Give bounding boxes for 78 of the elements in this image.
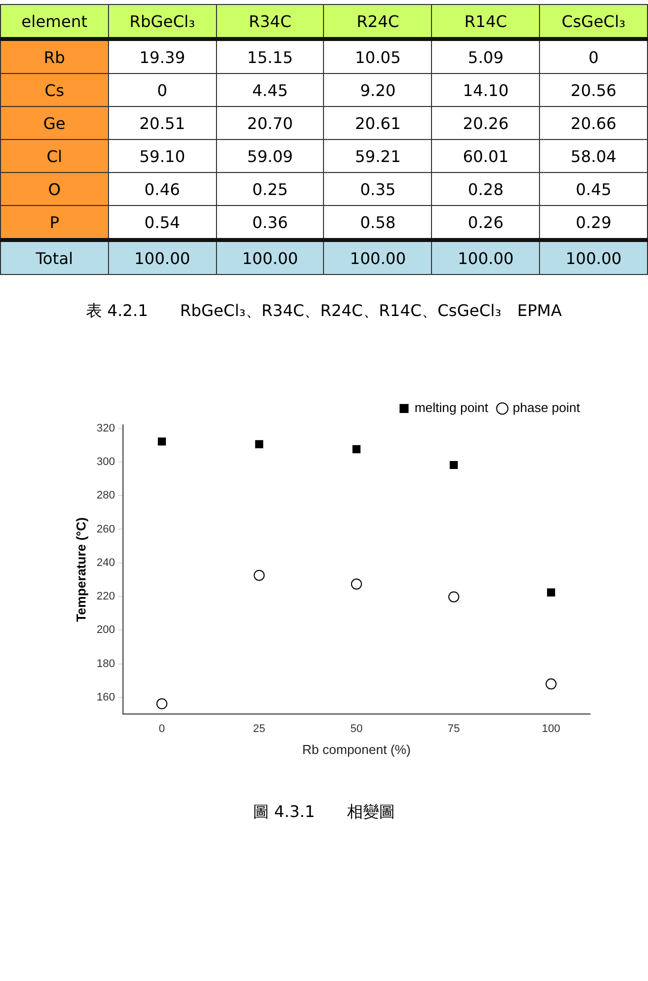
- data-label: 0.54: [108, 206, 216, 240]
- point: [156, 698, 168, 710]
- y-tick-label: 220: [96, 590, 115, 603]
- data-label: 20.51: [108, 106, 216, 140]
- point: [352, 445, 361, 454]
- y-tick-label: O: [0, 172, 108, 206]
- data-label: 0.45: [540, 172, 648, 206]
- point: [448, 591, 460, 602]
- y-axis-title: Temperature (°C): [73, 517, 88, 622]
- x-tick-label: RbGeCl₃: [108, 4, 216, 39]
- data-label: 20.66: [540, 106, 648, 140]
- x-tick-label: R24C: [324, 4, 432, 39]
- x-tick-label: 0: [158, 722, 165, 735]
- data-label: 10.05: [324, 39, 432, 74]
- data-label: 100.00: [432, 240, 540, 274]
- legend-label: melting point: [414, 400, 489, 416]
- data-label: 0: [540, 39, 648, 74]
- y-tick-label: Rb: [0, 39, 108, 74]
- y-tick-label: Ge: [0, 106, 108, 140]
- data-label: 0.58: [324, 206, 432, 240]
- y-tick-label: 180: [96, 658, 115, 670]
- data-label: 100.00: [324, 240, 432, 274]
- x-tick-label: R34C: [216, 4, 324, 39]
- point: [255, 440, 264, 448]
- data-label: 20.56: [540, 74, 648, 106]
- x-tick-label: CsGeCl₃: [540, 4, 648, 39]
- y-tick-label: 240: [96, 556, 115, 569]
- y-tick-label: 260: [96, 523, 115, 536]
- x-tick-label: 25: [253, 722, 266, 735]
- data-label: 4.45: [216, 74, 324, 106]
- x-tick-label: 100: [542, 722, 560, 735]
- legend-label: phase point: [512, 400, 580, 416]
- x-axis-title: Rb component (%): [302, 742, 411, 757]
- point: [546, 678, 557, 690]
- y-tick-label: Cl: [0, 140, 108, 172]
- x-tick-label: R14C: [432, 4, 540, 39]
- caption: 圖 4.3.1 相變圖: [252, 802, 396, 823]
- data-label: 0.29: [540, 206, 648, 240]
- data-label: 14.10: [432, 74, 540, 106]
- data-label: 100.00: [540, 240, 648, 274]
- data-label: 0.25: [216, 172, 324, 206]
- data-label: 0: [108, 74, 216, 106]
- data-label: 15.15: [216, 39, 324, 74]
- y-tick-label: 320: [96, 422, 115, 434]
- y-axis-title: element: [0, 4, 108, 39]
- data-label: 0.26: [432, 206, 540, 240]
- y-tick-label: 160: [96, 691, 115, 704]
- point: [450, 460, 458, 470]
- data-label: 0.35: [324, 172, 432, 206]
- data-label: 5.09: [432, 39, 540, 74]
- data-label: 59.09: [216, 140, 324, 172]
- point: [547, 588, 556, 597]
- data-label: 100.00: [108, 240, 216, 274]
- data-label: 59.21: [324, 140, 432, 172]
- data-label: 19.39: [108, 39, 216, 74]
- point: [254, 570, 265, 581]
- y-tick-label: 200: [96, 624, 115, 636]
- point: [350, 578, 362, 590]
- data-label: 100.00: [216, 240, 324, 274]
- x-tick-label: 75: [448, 722, 460, 735]
- data-label: 60.01: [432, 140, 540, 172]
- data-label: 58.04: [540, 140, 648, 172]
- y-tick-label: Cs: [0, 74, 108, 106]
- text: 表 4.2.1 RbGeCl₃、R34C、R24C、R14C、CsGeCl₃ EPMA: [85, 301, 563, 322]
- data-label: 0.28: [432, 172, 540, 206]
- data-label: 20.26: [432, 106, 540, 140]
- y-tick-label: P: [0, 206, 108, 240]
- data-label: 59.10: [108, 140, 216, 172]
- y-tick-label: 300: [96, 456, 115, 468]
- data-label: 20.61: [324, 106, 432, 140]
- point: [158, 437, 166, 446]
- data-label: 0.36: [216, 206, 324, 240]
- x-tick-label: 50: [350, 722, 363, 735]
- data-label: 9.20: [324, 74, 432, 106]
- y-tick-label: Total: [0, 240, 108, 274]
- data-label: 0.46: [108, 172, 216, 206]
- y-tick-label: 280: [96, 490, 115, 502]
- data-label: 20.70: [216, 106, 324, 140]
